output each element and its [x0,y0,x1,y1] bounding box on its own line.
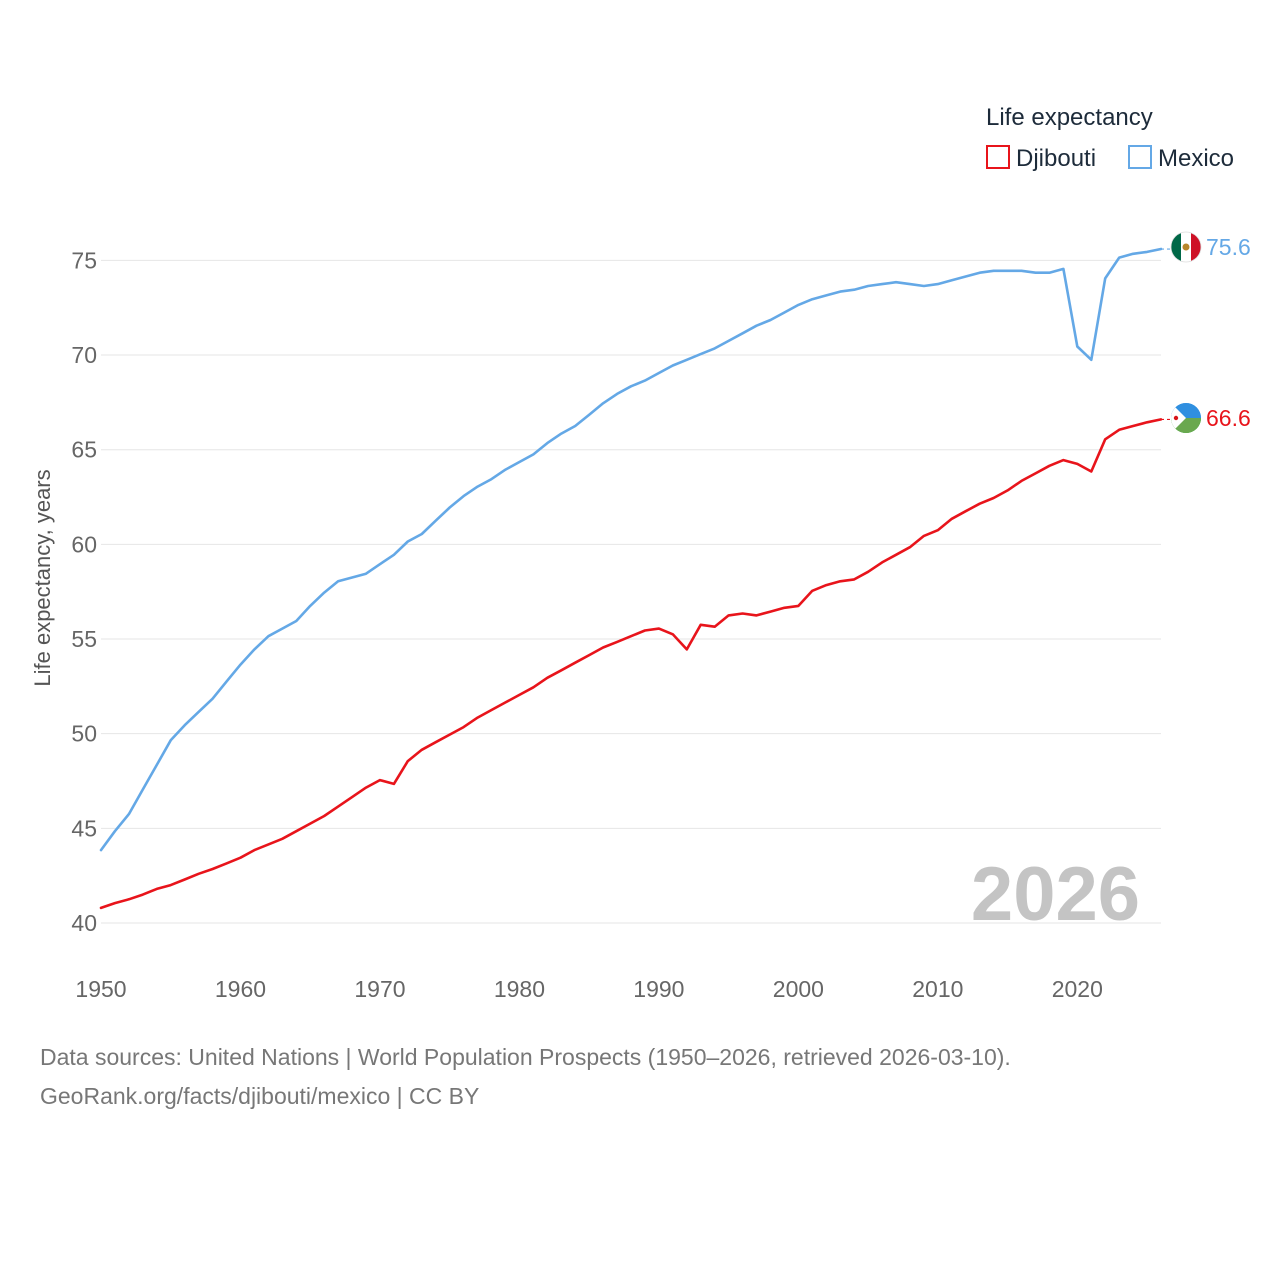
series-line-mexico[interactable] [99,247,1163,852]
x-tick-label-1980: 1980 [494,976,545,1002]
legend-label-djibouti: Djibouti [1016,145,1096,172]
legend-label-mexico: Mexico [1158,145,1234,172]
legend-swatch-djibouti [986,145,1010,169]
x-tick-label-1990: 1990 [633,976,684,1002]
x-tick-label-1960: 1960 [215,976,266,1002]
mexico-flag-icon [1170,231,1202,263]
legend-swatch-mexico [1128,145,1152,169]
y-tick-label-70: 70 [71,342,97,368]
gridlines [101,259,1161,924]
y-tick-label-45: 45 [71,815,97,841]
y-tick-label-40: 40 [71,910,97,936]
legend-title: Life expectancy [986,104,1153,131]
y-axis-ticks: 40 45 50 55 60 65 70 75 [71,247,97,936]
series-line-djibouti[interactable] [99,418,1163,910]
y-tick-label-75: 75 [71,247,97,273]
x-tick-label-1950: 1950 [75,976,126,1002]
y-tick-label-60: 60 [71,531,97,557]
y-tick-label-50: 50 [71,721,97,747]
x-tick-label-2010: 2010 [912,976,963,1002]
legend: Life expectancy Djibouti Mexico [986,104,1234,172]
x-tick-label-2000: 2000 [773,976,824,1002]
y-tick-label-55: 55 [71,626,97,652]
series-lines [99,247,1170,910]
data-source-line: Data sources: United Nations | World Pop… [40,1044,1011,1070]
y-axis-title: Life expectancy, years [30,469,55,686]
legend-item-mexico[interactable]: Mexico [1128,145,1234,172]
djibouti-flag-icon [1171,403,1201,433]
legend-item-djibouti[interactable]: Djibouti [986,145,1096,172]
attribution-line[interactable]: GeoRank.org/facts/djibouti/mexico | CC B… [40,1083,480,1109]
x-tick-label-1970: 1970 [354,976,405,1002]
year-watermark: 2026 [971,852,1140,937]
y-tick-label-65: 65 [71,437,97,463]
x-axis-ticks: 1950 1960 1970 1980 1990 2000 2010 2020 [75,976,1102,1002]
end-label-djibouti: 66.6 [1206,405,1251,431]
x-tick-label-2020: 2020 [1052,976,1103,1002]
end-label-mexico: 75.6 [1206,234,1251,260]
